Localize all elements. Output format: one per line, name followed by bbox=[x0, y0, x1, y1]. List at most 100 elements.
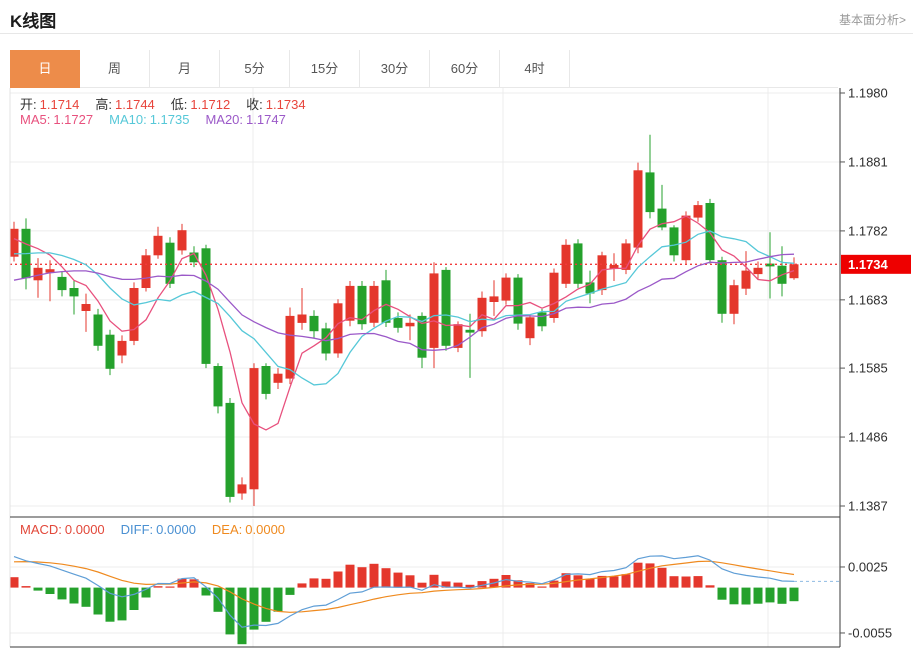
macd-bar bbox=[297, 583, 307, 588]
candle bbox=[645, 172, 655, 213]
tab-15分[interactable]: 15分 bbox=[290, 50, 360, 87]
macd-bar bbox=[213, 587, 223, 612]
candle bbox=[633, 170, 643, 248]
current-price-value: 1.1734 bbox=[848, 257, 889, 272]
axis-label: 1.1387 bbox=[848, 499, 888, 514]
tab-60分[interactable]: 60分 bbox=[430, 50, 500, 87]
macd-histogram bbox=[9, 562, 799, 645]
legend-item: 低: 1.1712 bbox=[170, 97, 231, 112]
candle bbox=[213, 366, 223, 407]
macd-bar bbox=[105, 587, 115, 622]
macd-bar bbox=[45, 587, 55, 594]
macd-bar bbox=[225, 587, 235, 635]
tab-周[interactable]: 周 bbox=[80, 50, 150, 87]
candle bbox=[345, 285, 355, 321]
page-title: K线图 bbox=[10, 12, 57, 31]
candle bbox=[513, 277, 523, 324]
candle bbox=[177, 230, 187, 251]
macd-bar bbox=[129, 587, 139, 610]
axis-label: 1.1881 bbox=[848, 154, 888, 169]
candle bbox=[405, 322, 415, 327]
macd-bar bbox=[477, 581, 487, 588]
legend-item: 开: 1.1714 bbox=[20, 97, 80, 112]
macd-bar bbox=[405, 575, 415, 588]
candle bbox=[45, 269, 55, 273]
macd-bar bbox=[633, 562, 643, 588]
legend-item: 收: 1.1734 bbox=[246, 97, 306, 112]
macd-bar bbox=[561, 573, 571, 588]
candle bbox=[537, 312, 547, 327]
header-divider bbox=[0, 33, 913, 34]
macd-bar bbox=[441, 581, 451, 588]
macd-bar bbox=[705, 585, 715, 588]
candle bbox=[621, 243, 631, 270]
candle bbox=[189, 252, 199, 263]
ma-legend: MA5: 1.1727 MA10: 1.1735 MA20: 1.1747 bbox=[20, 112, 302, 127]
macd-bar bbox=[657, 567, 667, 588]
candle bbox=[441, 269, 451, 346]
candle bbox=[129, 288, 139, 341]
current-price-badge: 1.1734 bbox=[841, 254, 911, 274]
macd-bar bbox=[729, 587, 739, 605]
tab-月[interactable]: 月 bbox=[150, 50, 220, 87]
candle bbox=[141, 255, 151, 288]
tab-30分[interactable]: 30分 bbox=[360, 50, 430, 87]
macd-bar bbox=[417, 582, 427, 588]
macd-bar bbox=[57, 587, 67, 600]
timeframe-tab-bar: 日周月 5分 15分 30分 60分 4时 bbox=[10, 50, 838, 88]
macd-bar bbox=[345, 564, 355, 588]
macd-bar bbox=[765, 587, 775, 603]
macd-bar bbox=[381, 568, 391, 588]
macd-bar bbox=[681, 576, 691, 588]
candle bbox=[297, 314, 307, 323]
macd-bar bbox=[273, 587, 283, 612]
candle bbox=[681, 215, 691, 261]
legend-item: DEA: 0.0000 bbox=[211, 522, 286, 537]
macd-bar bbox=[357, 567, 367, 588]
candle bbox=[117, 340, 127, 356]
candle bbox=[417, 315, 427, 358]
macd-lines bbox=[13, 555, 840, 628]
macd-bar bbox=[621, 574, 631, 588]
candle bbox=[81, 304, 91, 311]
candle bbox=[105, 334, 115, 369]
candle bbox=[249, 368, 259, 490]
macd-bar bbox=[789, 587, 799, 602]
macd-bar bbox=[501, 575, 511, 588]
candle bbox=[201, 248, 211, 364]
candle bbox=[261, 366, 271, 394]
candle bbox=[393, 318, 403, 328]
macd-bar bbox=[753, 587, 763, 604]
macd-bar bbox=[261, 587, 271, 622]
macd-bar bbox=[201, 587, 211, 596]
macd-bar bbox=[453, 582, 463, 588]
ma5-line bbox=[13, 215, 795, 431]
candle bbox=[657, 208, 667, 228]
macd-bar bbox=[285, 587, 295, 595]
macd-legend: MACD: 0.0000 DIFF: 0.0000 DEA: 0.0000 bbox=[20, 522, 301, 537]
candle bbox=[489, 296, 499, 302]
candle bbox=[669, 227, 679, 256]
macd-bar bbox=[21, 586, 31, 588]
axes: 1.1980 1.1881 1.1782 1.1683 1.1585 1.1486 1.13… bbox=[9, 86, 892, 648]
fundamental-analysis-link[interactable]: 基本面分析> bbox=[838, 13, 906, 27]
ma-lines bbox=[13, 215, 795, 431]
candle bbox=[753, 267, 763, 275]
tab-日[interactable]: 日 bbox=[10, 50, 80, 88]
tab-5分[interactable]: 5分 bbox=[220, 50, 290, 87]
candle bbox=[549, 272, 559, 318]
macd-bar bbox=[465, 584, 475, 588]
candle bbox=[453, 324, 463, 348]
tab-4时[interactable]: 4时 bbox=[500, 50, 570, 87]
candle bbox=[381, 280, 391, 323]
macd-bar bbox=[321, 578, 331, 588]
macd-bar bbox=[693, 576, 703, 588]
candle bbox=[357, 285, 367, 325]
macd-bar bbox=[645, 563, 655, 588]
legend-item: MA20: 1.1747 bbox=[205, 112, 286, 127]
candle bbox=[717, 260, 727, 314]
axis-label: 1.1980 bbox=[848, 86, 888, 101]
macd-bar bbox=[597, 575, 607, 588]
candle bbox=[729, 285, 739, 314]
